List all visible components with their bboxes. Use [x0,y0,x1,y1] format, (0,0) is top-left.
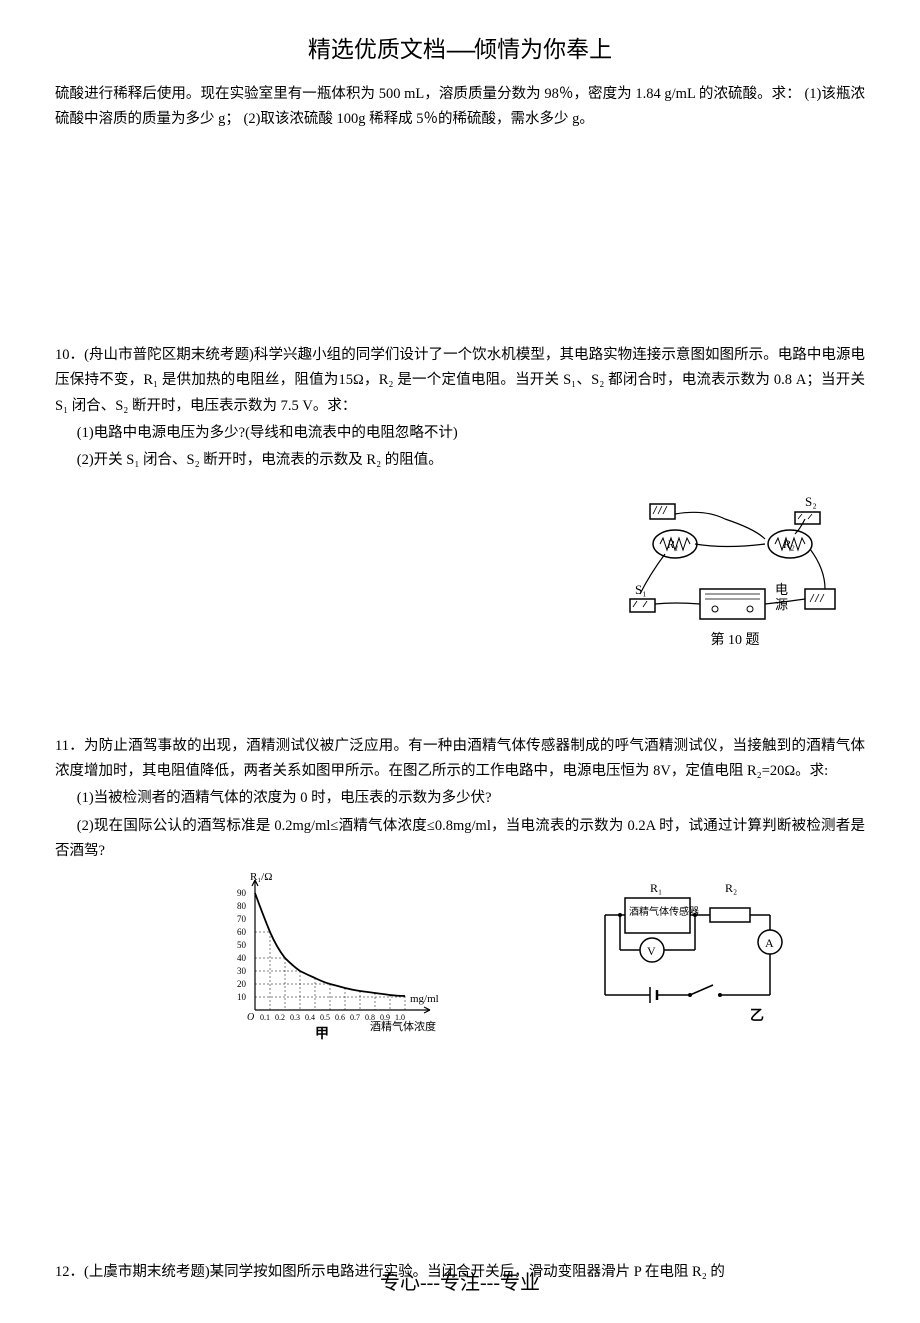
question-11: 11．为防止酒驾事故的出现，酒精测试仪被广泛应用。有一种由酒精气体传感器制成的呼… [55,734,865,1030]
svg-text:50: 50 [237,940,247,950]
figure-11-graph: R₁/Ω 10 20 30 40 50 60 70 80 90 [225,870,465,1030]
q9-text: 硫酸进行稀释后使用。现在实验室里有一瓶体积为 500 mL，溶质质量分数为 98… [55,82,865,133]
figure-10-image: S₂ R₁ R₂ S₁ [625,494,845,624]
sensor-label: 酒精气体传感器 [629,905,699,918]
ammeter-label: A [765,936,774,950]
circuit-r2-label: R₂ [725,881,737,895]
svg-text:0.3: 0.3 [290,1013,300,1022]
figure-10-caption: 第 10 题 [625,629,845,649]
q11-sub1: (1)当被检测者的酒精气体的浓度为 0 时，电压表的示数为多少伏? [55,786,865,811]
s2-label: S₂ [805,494,817,509]
svg-text:20: 20 [237,979,247,989]
graph-icon: R₁/Ω 10 20 30 40 50 60 70 80 90 [225,870,465,1040]
title-left: 精选优质文档 [308,37,446,62]
power-label: 电 [775,582,788,597]
svg-text:0.1: 0.1 [260,1013,270,1022]
r1-label: R₁ [666,537,679,551]
q10-main: 10．(舟山市普陀区期末统考题)科学兴趣小组的同学们设计了一个饮水机模型，其电路… [55,343,865,419]
svg-text:0.5: 0.5 [320,1013,330,1022]
figure-10: S₂ R₁ R₂ S₁ [625,494,845,649]
q10-sub1: (1)电路中电源电压为多少?(导线和电流表中的电阻忽略不计) [55,421,865,446]
svg-text:0.6: 0.6 [335,1013,345,1022]
r2-label: R₂ [782,537,795,551]
svg-text:O: O [247,1012,254,1023]
title-dashes: ----- [446,37,474,62]
svg-text:0.2: 0.2 [275,1013,285,1022]
svg-text:源: 源 [775,597,788,612]
caption-jia: 甲 [315,1026,329,1040]
q11-main: 11．为防止酒驾事故的出现，酒精测试仪被广泛应用。有一种由酒精气体传感器制成的呼… [55,734,865,785]
svg-text:30: 30 [237,966,247,976]
svg-text:0.7: 0.7 [350,1013,360,1022]
question-9-continuation: 硫酸进行稀释后使用。现在实验室里有一瓶体积为 500 mL，溶质质量分数为 98… [55,82,865,133]
circuit-r1-label: R₁ [650,881,662,895]
circuit-diagram-icon: S₂ R₁ R₂ S₁ [625,494,845,624]
question-10: 10．(舟山市普陀区期末统考题)科学兴趣小组的同学们设计了一个饮水机模型，其电路… [55,343,865,649]
y-axis-label: R₁/Ω [250,871,272,883]
svg-text:90: 90 [237,888,247,898]
circuit-icon: R₁ R₂ 酒精气体传感器 A [595,880,795,1030]
svg-text:40: 40 [237,953,247,963]
page-footer: 专心---专注---专业 [0,1266,920,1295]
svg-text:0.4: 0.4 [305,1013,315,1022]
page-header-title: 精选优质文档-----倾情为你奉上 [55,30,865,64]
caption-yi: 乙 [750,1008,764,1024]
x-axis-label: 酒精气体浓度 [370,1019,436,1033]
figure-11: R₁/Ω 10 20 30 40 50 60 70 80 90 [225,870,825,1030]
q11-sub2: (2)现在国际公认的酒驾标准是 0.2mg/ml≤酒精气体浓度≤0.8mg/ml… [55,814,865,865]
svg-text:60: 60 [237,927,247,937]
x-unit-label: mg/ml [410,993,439,1005]
svg-text:80: 80 [237,901,247,911]
voltmeter-label: V [647,944,656,958]
svg-text:70: 70 [237,914,247,924]
figure-11-circuit: R₁ R₂ 酒精气体传感器 A [595,880,795,1020]
q10-sub2: (2)开关 S₁ 闭合、S₂ 断开时，电流表的示数及 R₂ 的阻值。 [55,448,865,473]
svg-text:10: 10 [237,992,247,1002]
title-right: 倾情为你奉上 [474,37,612,62]
